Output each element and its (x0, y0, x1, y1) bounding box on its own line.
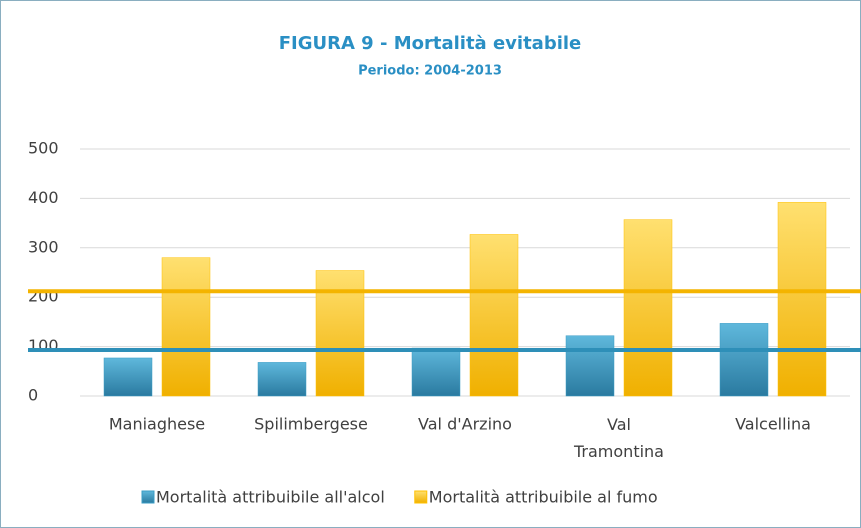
legend-label: Mortalità attribuibile all'alcol (156, 488, 385, 507)
y-tick-label: 400 (28, 188, 59, 207)
bar (257, 362, 307, 397)
bar (719, 323, 769, 397)
chart-subtitle: Periodo: 2004-2013 (358, 64, 502, 79)
bar (565, 335, 615, 397)
bar (469, 234, 519, 397)
y-tick-label: 100 (28, 336, 59, 355)
y-tick-label: 500 (28, 139, 59, 158)
x-tick-label: Valcellina (735, 415, 811, 434)
legend-swatch (414, 490, 428, 504)
bar (103, 357, 153, 397)
bar (411, 347, 461, 397)
bar (777, 202, 827, 397)
y-tick-label: 300 (28, 237, 59, 256)
x-tick-label: Val d'Arzino (418, 415, 512, 434)
x-tick-label: Spilimbergese (254, 415, 368, 434)
chart-title: FIGURA 9 - Mortalità evitabile (279, 33, 582, 54)
bar (161, 257, 211, 397)
legend-label: Mortalità attribuibile al fumo (429, 488, 658, 507)
bar (623, 219, 673, 397)
y-tick-label: 0 (28, 386, 38, 405)
x-tick-label: Maniaghese (109, 415, 205, 434)
x-tick-label: Val Tramontina (573, 415, 664, 461)
legend-swatch (141, 490, 155, 504)
